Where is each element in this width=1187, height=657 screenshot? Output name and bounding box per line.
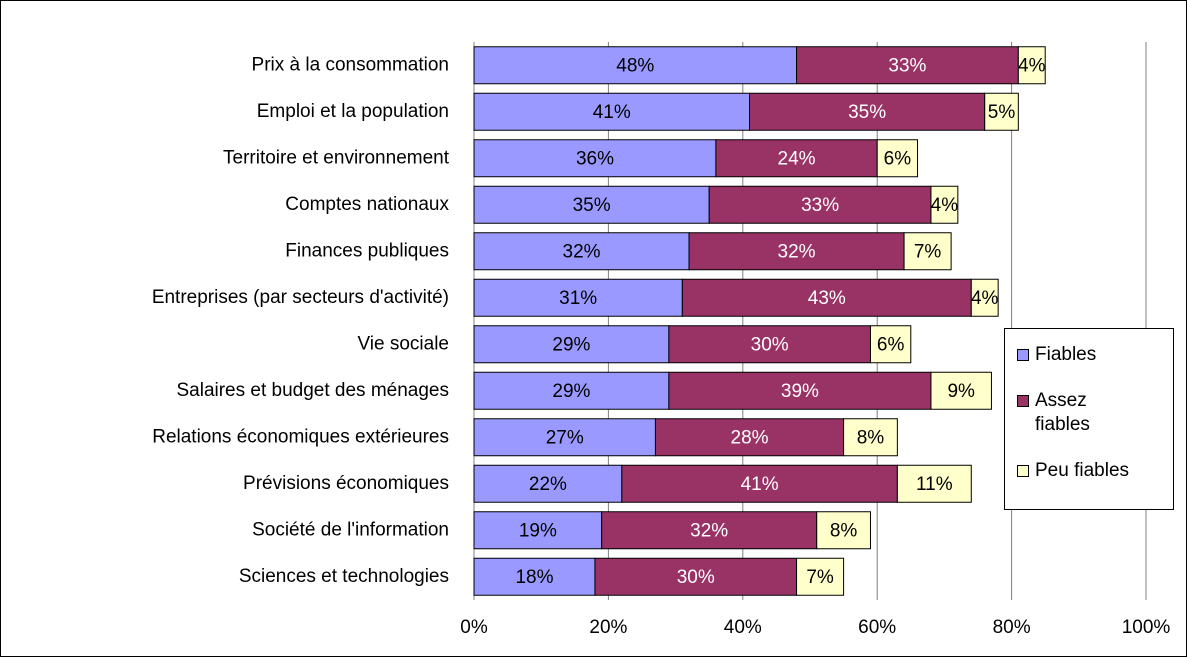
value-label: 6% xyxy=(884,148,912,169)
legend-label: Fiables xyxy=(1035,344,1097,365)
legend-item: Assez fiables xyxy=(1017,389,1173,437)
value-label: 30% xyxy=(677,567,715,588)
bar-segment xyxy=(668,371,932,410)
value-label: 32% xyxy=(563,241,601,262)
value-label: 29% xyxy=(552,334,590,355)
value-label: 27% xyxy=(546,427,584,448)
bar-segment xyxy=(843,418,898,457)
value-label: 39% xyxy=(781,381,819,402)
bar-segment xyxy=(715,139,878,178)
bar-segment xyxy=(473,92,751,131)
value-label: 7% xyxy=(914,241,942,262)
x-tick-label: 40% xyxy=(724,617,762,638)
y-tick-label: Relations économiques extérieures xyxy=(152,426,449,447)
value-label: 9% xyxy=(947,381,975,402)
bar-segment xyxy=(688,232,905,271)
x-tick-label: 60% xyxy=(858,617,896,638)
value-label: 8% xyxy=(857,427,885,448)
y-tick-label: Prévisions économiques xyxy=(243,473,449,494)
value-label: 41% xyxy=(741,474,779,495)
legend-swatch xyxy=(1017,395,1029,407)
y-tick-label: Comptes nationaux xyxy=(285,194,449,215)
bar-segment xyxy=(473,557,596,596)
value-label: 4% xyxy=(1018,55,1046,76)
bar-segment xyxy=(654,418,845,457)
bar-segment xyxy=(930,185,959,224)
y-tick-label: Entreprises (par secteurs d'activité) xyxy=(152,287,449,308)
bar-segment xyxy=(473,325,670,364)
value-label: 18% xyxy=(515,567,553,588)
legend-item: Peu fiables xyxy=(1017,459,1173,483)
value-label: 30% xyxy=(751,334,789,355)
legend-label: Peu fiables xyxy=(1035,460,1130,481)
bar-segment xyxy=(708,185,932,224)
value-label: 43% xyxy=(808,288,846,309)
bar-segment xyxy=(473,418,656,457)
bar-segment xyxy=(896,464,972,503)
bar-segment xyxy=(930,371,992,410)
value-label: 4% xyxy=(931,195,959,216)
x-tick-label: 80% xyxy=(993,617,1031,638)
value-label: 11% xyxy=(916,474,953,495)
bar-segment xyxy=(473,139,717,178)
y-tick-label: Société de l'information xyxy=(252,519,449,540)
bar-segment xyxy=(594,557,798,596)
value-label: 31% xyxy=(559,288,597,309)
bar-segment xyxy=(984,92,1019,131)
y-tick-label: Vie sociale xyxy=(357,333,449,354)
y-tick-label: Territoire et environnement xyxy=(223,147,450,168)
y-tick-label: Sciences et technologies xyxy=(239,566,449,587)
bar-segment xyxy=(473,232,690,271)
value-label: 22% xyxy=(529,474,567,495)
bar-segment xyxy=(749,92,986,131)
bar-segment xyxy=(796,46,1019,85)
legend-label: Assez fiables xyxy=(1035,390,1090,435)
bar-segment xyxy=(601,511,818,550)
bar-segment xyxy=(473,185,710,224)
legend-item: Fiables xyxy=(1017,343,1173,367)
value-label: 48% xyxy=(616,55,654,76)
value-label: 6% xyxy=(877,334,905,355)
value-label: 35% xyxy=(848,102,886,123)
bar-segment xyxy=(681,278,972,317)
value-label: 29% xyxy=(552,381,590,402)
x-tick-label: 100% xyxy=(1122,617,1171,638)
bar-segment xyxy=(816,511,871,550)
value-label: 33% xyxy=(888,55,926,76)
value-label: 32% xyxy=(778,241,816,262)
value-label: 19% xyxy=(519,520,557,541)
value-label: 8% xyxy=(830,520,858,541)
x-tick-label: 20% xyxy=(589,617,627,638)
x-tick-label: 0% xyxy=(460,617,488,638)
value-label: 4% xyxy=(971,288,999,309)
legend-swatch xyxy=(1017,349,1029,361)
y-tick-label: Salaires et budget des ménages xyxy=(176,380,449,401)
legend: Fiables Assez fiables Peu fiables xyxy=(1004,328,1174,510)
value-label: 33% xyxy=(801,195,839,216)
value-label: 35% xyxy=(573,195,611,216)
value-label: 5% xyxy=(988,102,1016,123)
bar-segment xyxy=(473,46,798,85)
y-tick-label: Prix à la consommation xyxy=(252,54,449,75)
value-label: 36% xyxy=(576,148,614,169)
legend-swatch xyxy=(1017,465,1029,477)
value-label: 24% xyxy=(778,148,816,169)
bar-segment xyxy=(903,232,952,271)
y-tick-label: Emploi et la population xyxy=(257,101,449,122)
value-label: 41% xyxy=(593,102,631,123)
bar-segment xyxy=(1017,46,1046,85)
bar-segment xyxy=(970,278,999,317)
bar-segment xyxy=(473,464,623,503)
value-label: 28% xyxy=(731,427,769,448)
value-label: 32% xyxy=(690,520,728,541)
bar-segment xyxy=(473,511,603,550)
bar-segment xyxy=(869,325,912,364)
bar-segment xyxy=(876,139,919,178)
y-tick-label: Finances publiques xyxy=(285,240,449,261)
value-label: 7% xyxy=(806,567,834,588)
bar-segment xyxy=(473,278,683,317)
bar-segment xyxy=(796,557,845,596)
